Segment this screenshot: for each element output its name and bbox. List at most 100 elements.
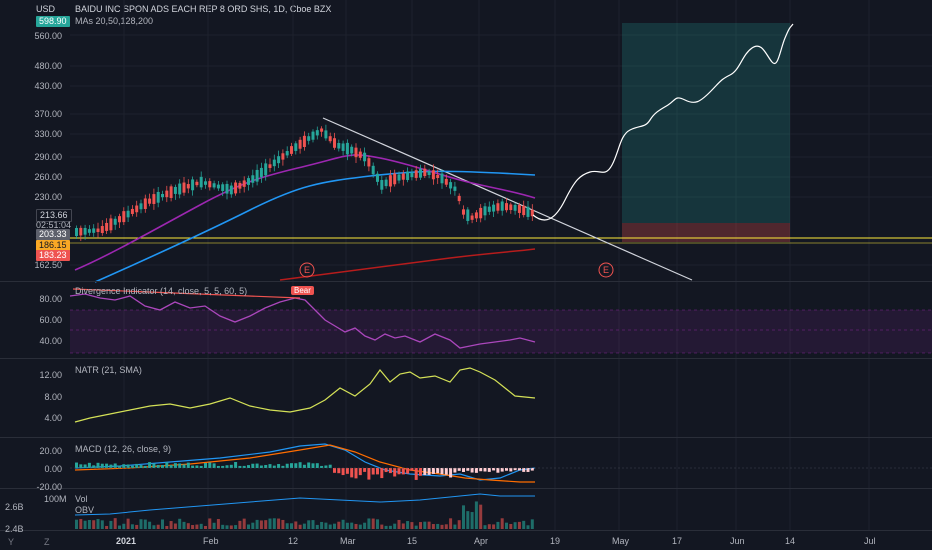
candle-body	[522, 205, 526, 216]
volume-bar	[358, 524, 362, 529]
macd-histogram-bar	[380, 468, 384, 479]
natr-axis-label: 12.00	[39, 370, 62, 380]
candle-body	[169, 186, 173, 198]
macd-histogram-bar	[350, 468, 354, 478]
volume-bar	[388, 525, 392, 529]
candle-body	[530, 209, 534, 217]
volume-bar	[294, 521, 298, 529]
macd-histogram-bar	[522, 468, 526, 472]
macd-histogram-bar	[453, 468, 457, 473]
ma-legend[interactable]: MAs 20,50,128,200	[75, 16, 154, 26]
macd-histogram-bar	[130, 465, 134, 468]
volume-bar	[113, 518, 117, 529]
candle-body	[449, 182, 453, 189]
macd-histogram-bar	[191, 465, 195, 468]
time-axis-label: 17	[672, 536, 683, 546]
candle-body	[178, 183, 182, 195]
macd-histogram-bar	[371, 468, 375, 475]
candle-body	[277, 156, 281, 164]
natr-legend[interactable]: NATR (21, SMA)	[75, 365, 142, 375]
macd-histogram-bar	[487, 468, 491, 472]
div-axis-label: 60.00	[39, 315, 62, 325]
macd-histogram-bar	[199, 465, 203, 468]
volume-bar	[414, 525, 418, 529]
obv-legend[interactable]: OBV	[75, 505, 95, 515]
macd-histogram-bar	[247, 465, 250, 468]
candle-body	[268, 164, 272, 168]
candle-body	[509, 204, 513, 211]
volume-bar	[479, 504, 483, 529]
volume-bar	[483, 525, 487, 529]
candle-body	[367, 158, 371, 167]
candle-body	[440, 173, 444, 184]
candle-body	[139, 203, 143, 210]
volume-bar	[290, 523, 293, 529]
macd-histogram-bar	[178, 463, 182, 468]
candle-body	[135, 205, 139, 213]
macd-histogram-bar	[509, 468, 513, 472]
candle-body	[79, 227, 83, 236]
volume-bar	[436, 523, 440, 529]
volume-bar	[496, 521, 500, 529]
macd-histogram-bar	[440, 468, 444, 475]
volume-bar	[186, 523, 190, 529]
volume-bar	[169, 521, 173, 529]
macd-histogram-bar	[341, 468, 345, 476]
volume-bar	[384, 525, 388, 529]
macd-histogram-bar	[204, 463, 207, 468]
volume-bar	[229, 525, 233, 529]
macd-histogram-bar	[122, 464, 126, 468]
candle-body	[264, 163, 268, 176]
volume-bar	[255, 519, 259, 529]
macd-histogram-bar	[152, 463, 156, 468]
candle-body	[298, 139, 302, 149]
candle-body	[526, 206, 530, 217]
macd-histogram-bar	[148, 462, 152, 468]
volume-bar	[251, 522, 255, 529]
candle-body	[350, 146, 354, 154]
currency-badge[interactable]: USD	[36, 4, 56, 14]
candle-body	[470, 215, 474, 220]
candle-body	[161, 193, 164, 198]
volume-bar	[487, 524, 491, 529]
macd-histogram-bar	[474, 468, 478, 473]
ma200-line	[279, 248, 536, 281]
volume-bar	[208, 518, 212, 529]
candle-body	[83, 227, 87, 235]
obv-axis-label: 2.6B	[5, 502, 24, 512]
macd-histogram-bar	[216, 465, 220, 468]
volume-bar	[83, 520, 87, 529]
macd-histogram-bar	[100, 463, 104, 468]
candle-body	[204, 181, 207, 185]
volume-bar	[431, 524, 435, 529]
macd-axis-label: 0.00	[44, 464, 62, 474]
macd-histogram-bar	[479, 468, 483, 472]
divergence-legend[interactable]: Divergence Indicator (14, close, 5, 5, 6…	[75, 286, 248, 296]
candle-body	[182, 182, 186, 193]
z-axis-toggle[interactable]: Z	[44, 537, 50, 547]
earnings-event-icon[interactable]: E	[304, 265, 311, 275]
time-axis-label: Feb	[203, 536, 219, 546]
macd-histogram-bar	[259, 465, 263, 468]
macd-histogram-bar	[462, 468, 465, 472]
candle-body	[311, 131, 315, 140]
volume-bar	[419, 522, 422, 529]
y-axis-toggle[interactable]: Y	[8, 537, 15, 547]
volume-bar	[427, 521, 431, 529]
volume-bar	[307, 520, 311, 529]
macd-legend[interactable]: MACD (12, 26, close, 9)	[75, 444, 172, 454]
div-axis-label: 80.00	[39, 294, 62, 304]
macd-histogram-bar	[225, 465, 229, 468]
volume-bar	[182, 521, 186, 529]
volume-bar	[234, 525, 238, 529]
candle-body	[500, 201, 504, 211]
time-axis-label: 15	[407, 536, 418, 546]
earnings-event-icon[interactable]: E	[603, 265, 610, 275]
macd-histogram-bar	[423, 468, 427, 476]
candle-body	[105, 222, 109, 231]
candle-body	[156, 191, 160, 203]
volume-bar	[509, 524, 513, 529]
vol-legend[interactable]: Vol	[75, 494, 88, 504]
volume-bar	[148, 521, 152, 529]
